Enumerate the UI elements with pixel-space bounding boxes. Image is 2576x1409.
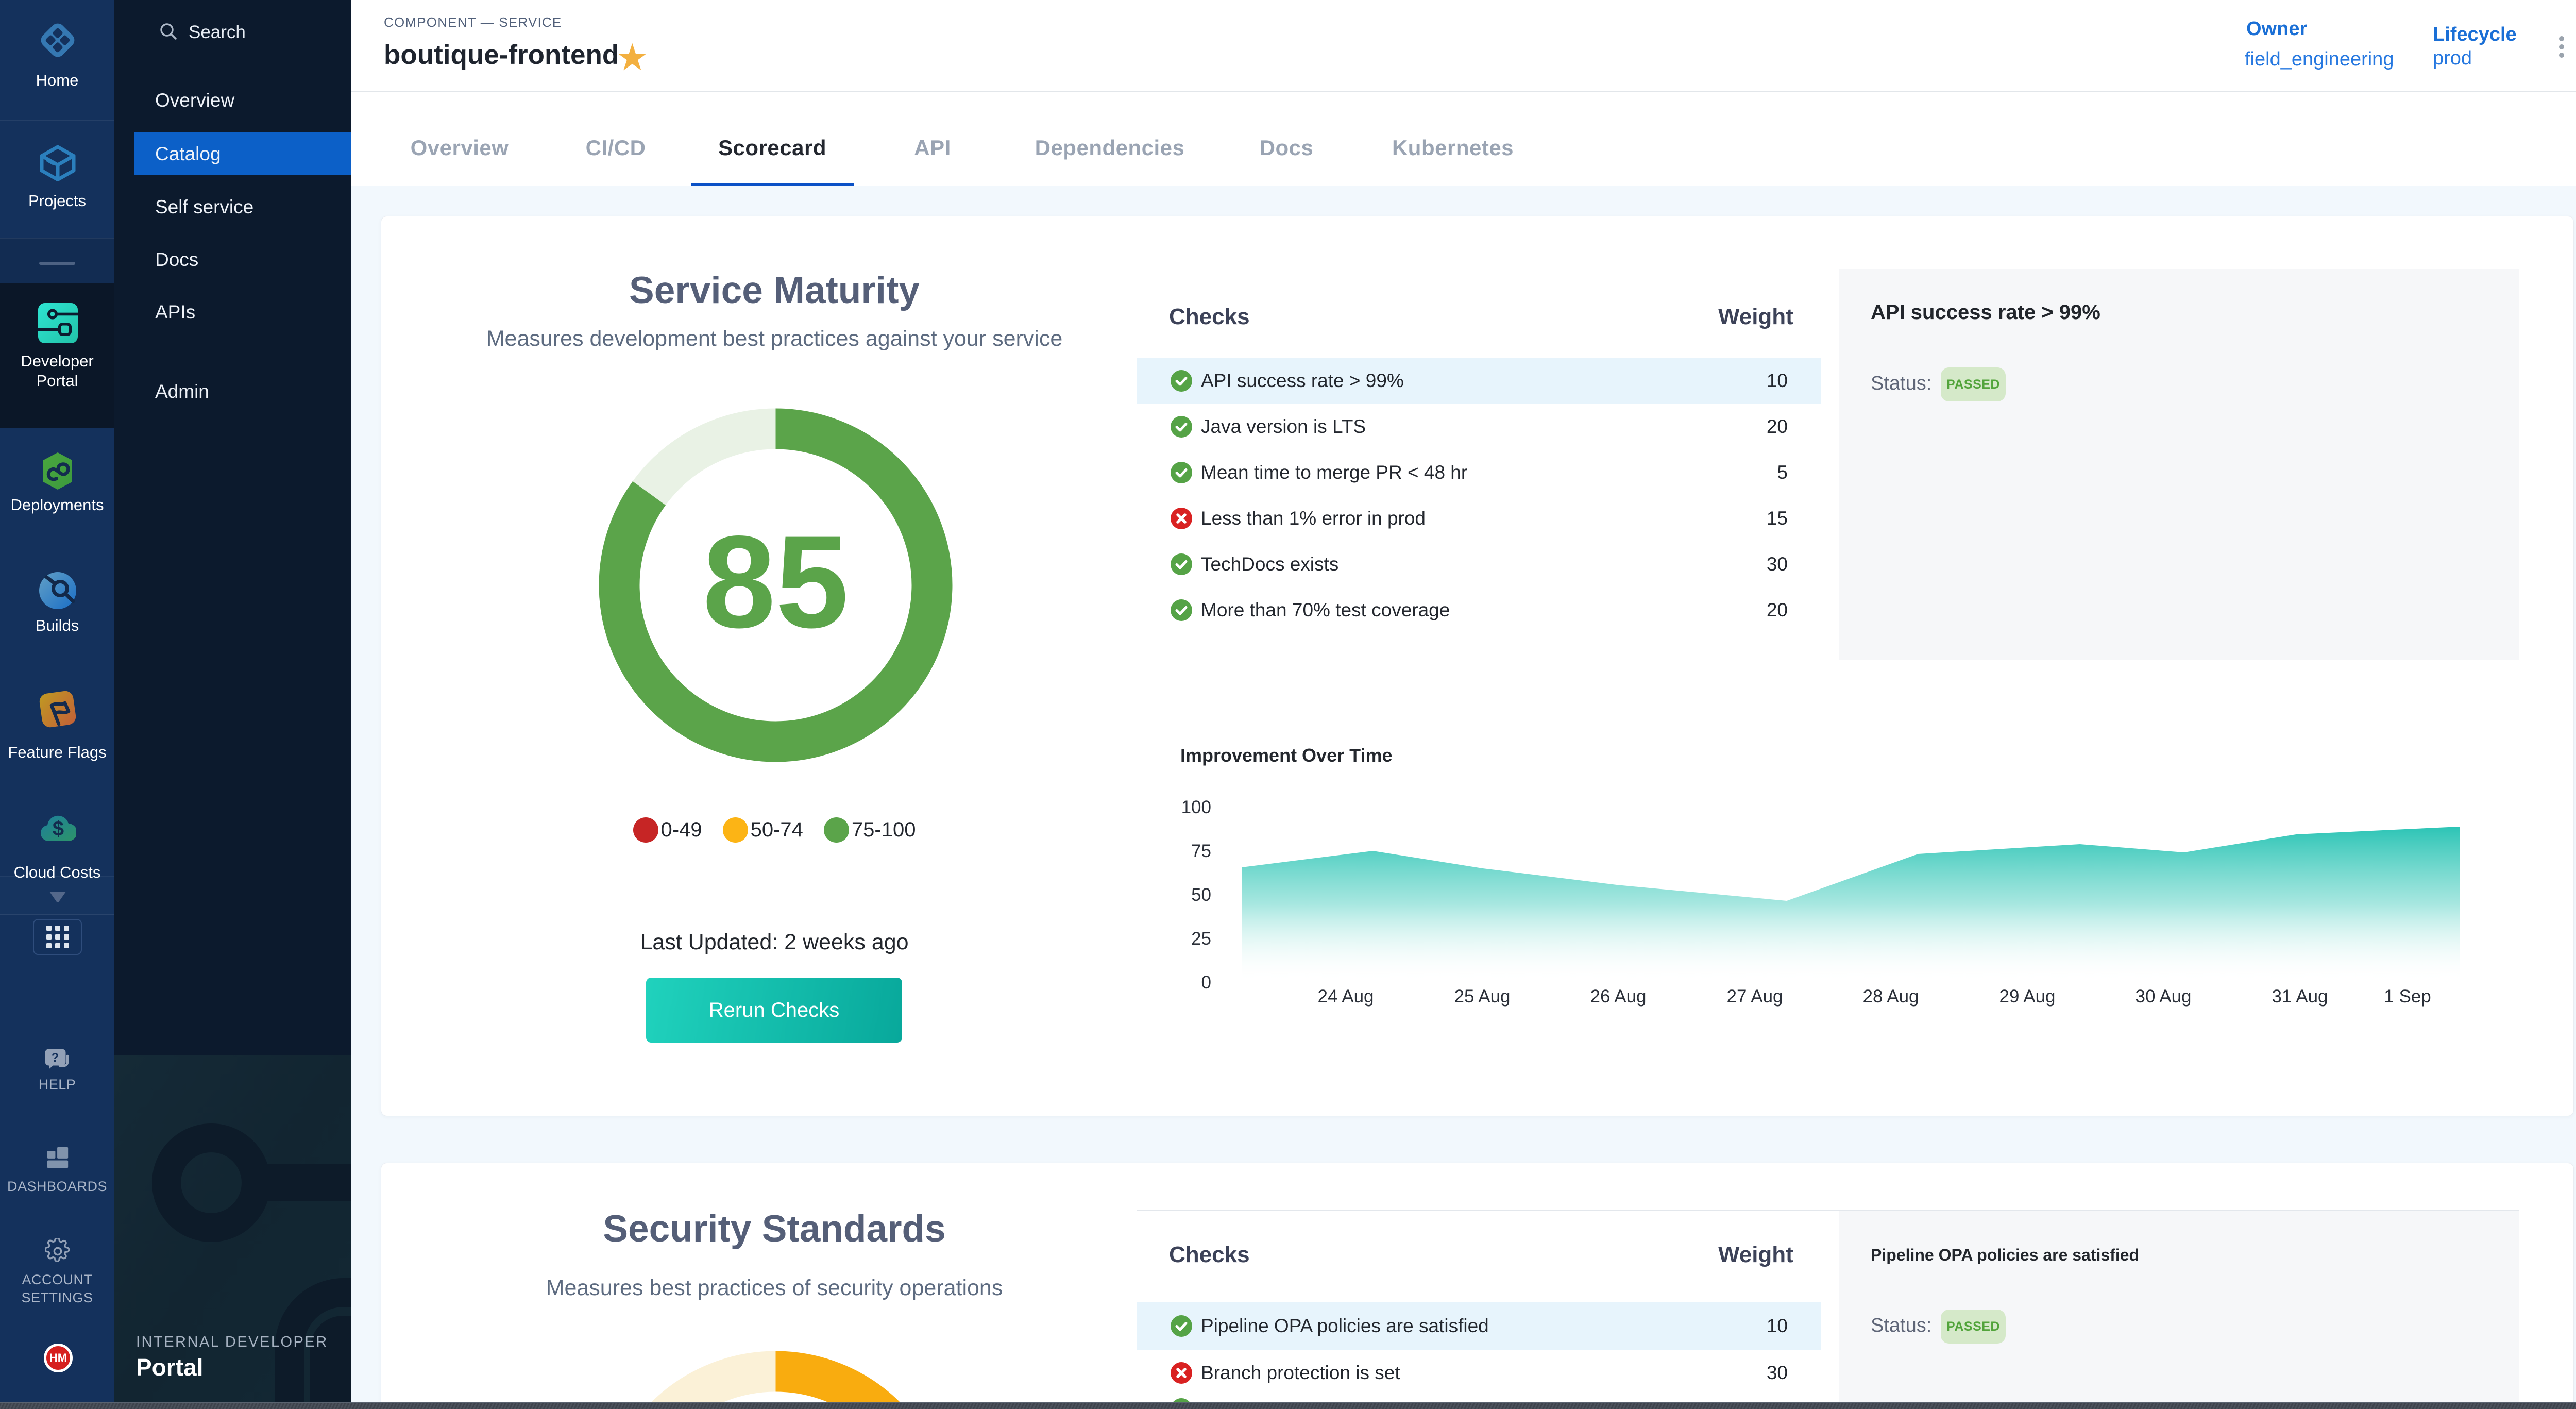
svg-text:?: ?: [52, 1051, 59, 1065]
svg-text:85: 85: [703, 509, 849, 656]
svg-text:$: $: [53, 817, 64, 840]
